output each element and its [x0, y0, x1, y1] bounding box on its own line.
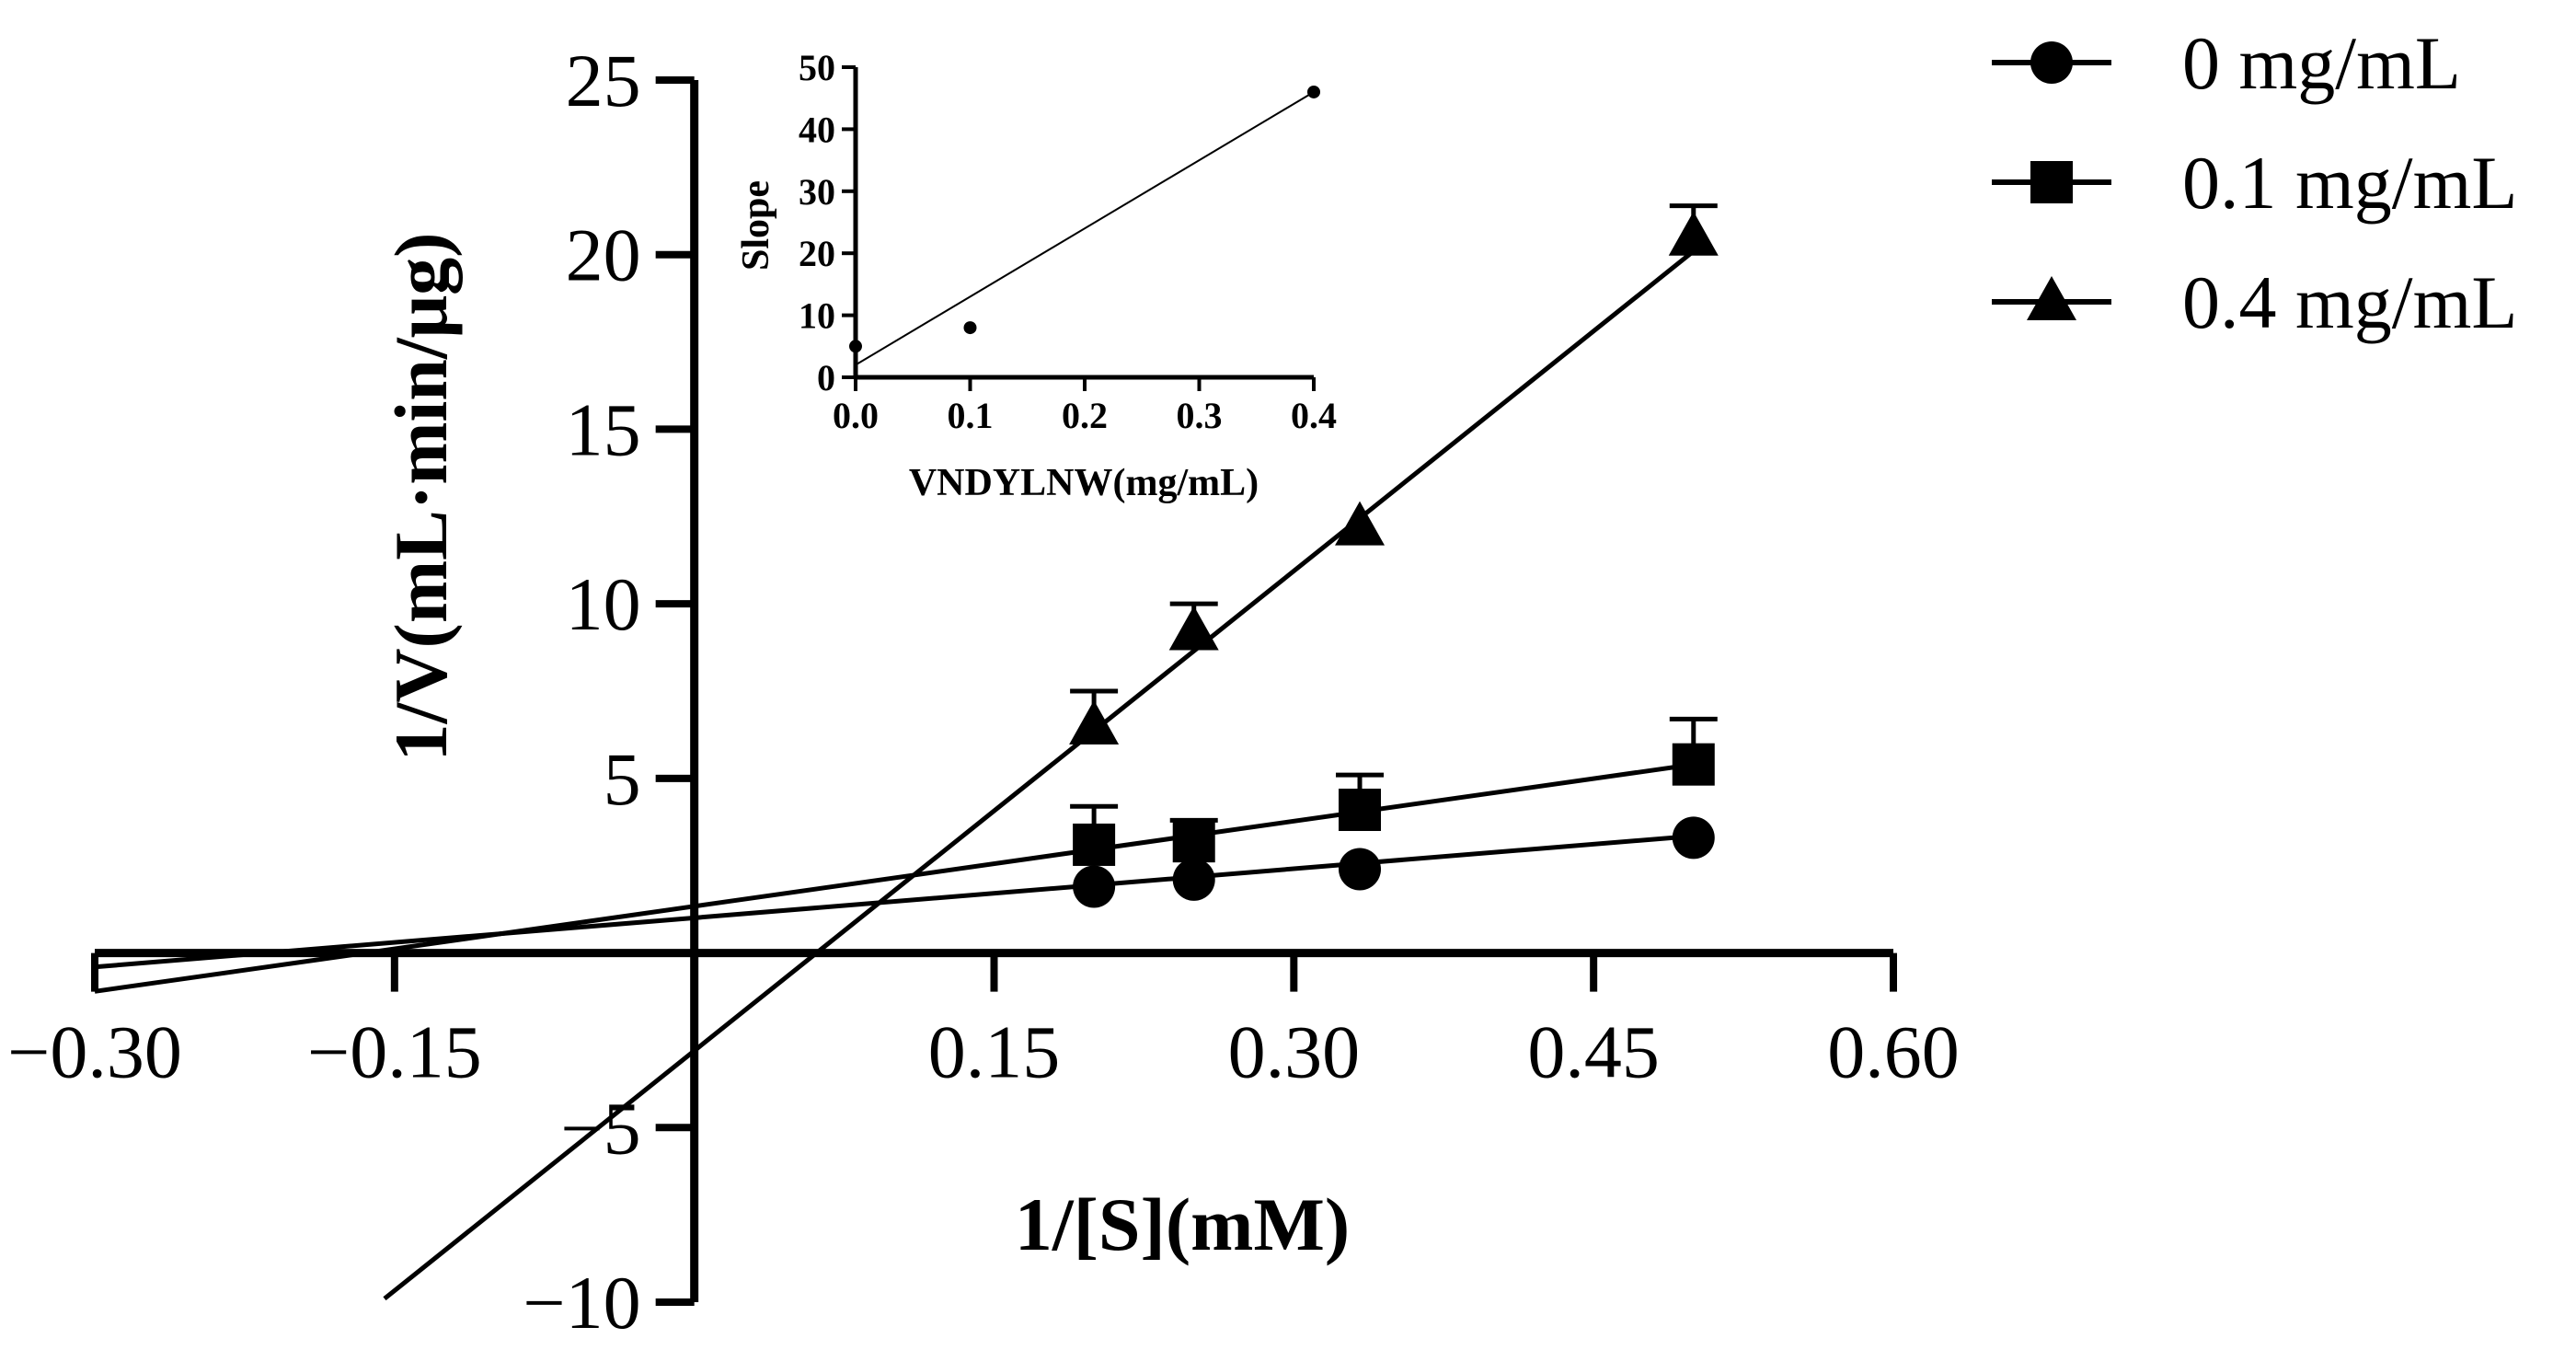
- inset-data-point-0: [849, 340, 862, 353]
- data-point-0-1-mg-ml-1: [1172, 820, 1215, 863]
- y-tick-label-5: 5: [604, 737, 641, 821]
- inset-y-tick-label-20: 20: [799, 233, 835, 274]
- data-point-0-4-mg-ml-0: [1069, 699, 1120, 744]
- x-tick-label-0-30: 0.30: [1228, 1010, 1361, 1094]
- inset-y-tick-label-40: 40: [799, 109, 835, 150]
- inset-y-ticks: 0 10 20 30 40 50: [799, 47, 856, 398]
- data-point-0-mg-ml-3: [1672, 816, 1715, 860]
- x-tick-label-0-30: −0.30: [7, 1010, 182, 1094]
- y-tick-label-5: −5: [560, 1086, 640, 1170]
- inset-x-tick-label-0-0: 0.0: [833, 395, 879, 436]
- data-point-0-mg-ml-2: [1339, 848, 1382, 891]
- y-tick-label-15: 15: [566, 387, 641, 471]
- inset-x-ticks: 0.0 0.1 0.2 0.3 0.4: [833, 377, 1337, 436]
- legend: 0 mg/mL 0.1 mg/mL 0.4 mg/mL: [1992, 21, 2517, 344]
- legend-item-0-mg-ml: 0 mg/mL: [1992, 21, 2461, 105]
- inset-fit-line: [855, 91, 1315, 366]
- data-point-0-1-mg-ml-3: [1672, 743, 1715, 786]
- data-point-0-mg-ml-1: [1172, 858, 1215, 901]
- inset-x-axis-title: VNDYLNW(mg/mL): [909, 462, 1259, 504]
- y-tick-label-25: 25: [566, 39, 641, 122]
- legend-marker-0-mg-ml: [2030, 41, 2073, 84]
- legend-label-0-4-mg-ml: 0.4 mg/mL: [2182, 260, 2517, 344]
- x-ticks: −0.30 −0.15 0.15 0.30 0.45 0.60: [7, 952, 1960, 1094]
- inset-x-tick-label-0-4: 0.4: [1291, 395, 1337, 436]
- x-tick-label-0-15: 0.15: [928, 1010, 1061, 1094]
- x-tick-label-0-15: −0.15: [307, 1010, 482, 1094]
- inset-y-tick-label-50: 50: [799, 47, 835, 88]
- inset-y-tick-label-10: 10: [799, 295, 835, 337]
- x-tick-label-0-45: 0.45: [1527, 1010, 1660, 1094]
- y-tick-label-20: 20: [566, 213, 641, 297]
- legend-label-0-1-mg-ml: 0.1 mg/mL: [2182, 141, 2517, 225]
- data-point-0-4-mg-ml-3: [1668, 211, 1719, 256]
- inset-y-axis-title: Slope: [735, 180, 777, 271]
- inset-data-point-1: [963, 321, 977, 335]
- y-ticks: −10 −5 5 10 15 20 25: [523, 39, 695, 1344]
- legend-item-0-1-mg-ml: 0.1 mg/mL: [1992, 141, 2517, 225]
- main-error-bars: [1070, 203, 1718, 845]
- inset-data-point-2: [1307, 85, 1320, 98]
- data-point-0-mg-ml-0: [1073, 865, 1116, 908]
- data-point-0-4-mg-ml-2: [1335, 501, 1386, 546]
- fit-line-0-mg-ml: [94, 833, 1694, 970]
- x-tick-label-0-60: 0.60: [1827, 1010, 1960, 1094]
- legend-label-0-mg-ml: 0 mg/mL: [2182, 21, 2461, 105]
- main-fit-lines: [94, 248, 1696, 1301]
- inset-axes: [853, 67, 1314, 380]
- inset-y-tick-label-0: 0: [817, 357, 835, 398]
- x-axis-title: 1/[S](mM): [1015, 1183, 1350, 1266]
- fit-line-0-4-mg-ml: [383, 248, 1696, 1301]
- inset-x-tick-label-0-2: 0.2: [1062, 395, 1108, 436]
- y-axis-title: 1/V(mL·min/μg): [379, 233, 463, 762]
- legend-item-0-4-mg-ml: 0.4 mg/mL: [1992, 260, 2517, 344]
- fit-line-0-1-mg-ml: [94, 762, 1695, 994]
- data-point-0-4-mg-ml-1: [1168, 606, 1219, 651]
- data-point-0-1-mg-ml-2: [1339, 789, 1382, 832]
- y-tick-label-10: 10: [566, 562, 641, 646]
- inset-chart: 0.0 0.1 0.2 0.3 0.4 0 10 20 30 40 50 VNDYLNW(mg/m…: [735, 47, 1337, 504]
- y-tick-label-10: −10: [523, 1261, 640, 1344]
- main-markers: [1069, 211, 1719, 908]
- main-axes: [95, 80, 1893, 1302]
- inset-x-tick-label-0-1: 0.1: [948, 395, 994, 436]
- inset-x-tick-label-0-3: 0.3: [1177, 395, 1223, 436]
- data-point-0-1-mg-ml-0: [1073, 823, 1116, 866]
- legend-marker-0-1-mg-ml: [2030, 161, 2073, 203]
- inset-y-tick-label-30: 30: [799, 171, 835, 213]
- legend-marker-0-4-mg-ml: [2027, 276, 2076, 320]
- inset-plot: [849, 85, 1320, 366]
